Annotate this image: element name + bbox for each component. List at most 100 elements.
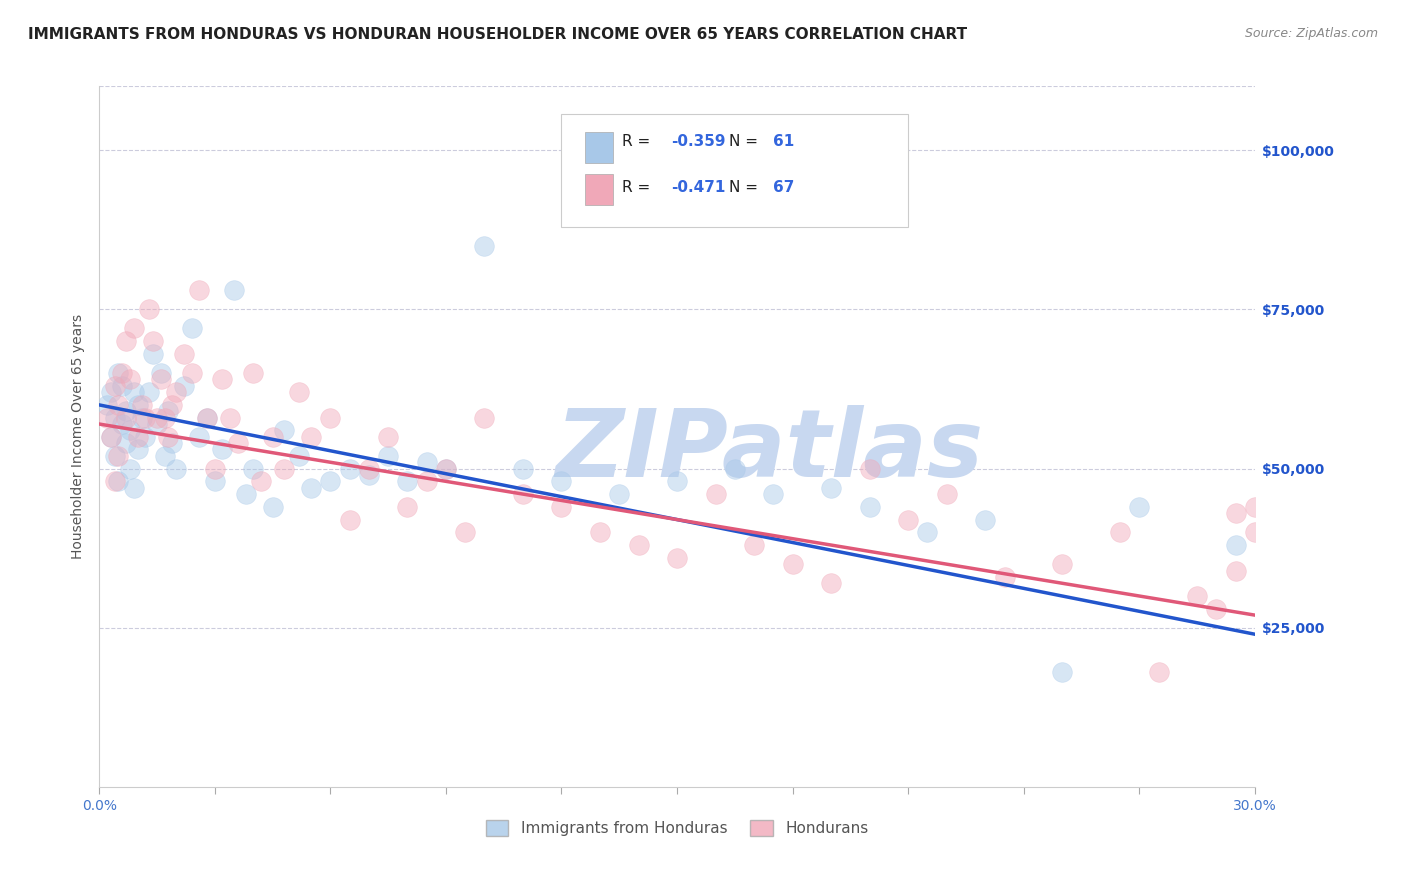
Point: [859, 461, 882, 475]
Point: [100, 385, 122, 400]
Point: [149, 366, 172, 380]
Point: [1147, 665, 1170, 680]
Point: [859, 500, 882, 514]
Point: [204, 475, 226, 489]
Point: [103, 449, 125, 463]
Point: [115, 410, 138, 425]
Point: [165, 461, 187, 475]
Point: [415, 455, 437, 469]
Point: [339, 512, 361, 526]
Point: [917, 525, 939, 540]
Point: [396, 475, 419, 489]
Point: [103, 378, 125, 392]
Point: [96, 410, 118, 425]
Point: [1109, 525, 1132, 540]
Point: [138, 385, 160, 400]
Point: [299, 430, 322, 444]
Point: [704, 487, 727, 501]
Point: [782, 557, 804, 571]
Point: [512, 461, 534, 475]
Point: [195, 410, 218, 425]
FancyBboxPatch shape: [561, 114, 908, 227]
Point: [897, 512, 920, 526]
Point: [474, 410, 496, 425]
Legend: Immigrants from Honduras, Hondurans: Immigrants from Honduras, Hondurans: [479, 814, 875, 843]
Point: [118, 372, 141, 386]
Point: [589, 525, 612, 540]
Point: [115, 436, 138, 450]
Point: [288, 449, 311, 463]
Point: [1052, 665, 1074, 680]
Point: [607, 487, 630, 501]
Point: [820, 576, 842, 591]
Point: [127, 430, 149, 444]
Text: N =: N =: [730, 134, 763, 149]
Point: [262, 500, 284, 514]
Point: [107, 398, 129, 412]
Point: [762, 487, 785, 501]
Point: [242, 366, 264, 380]
Point: [180, 321, 202, 335]
Point: [180, 366, 202, 380]
Point: [96, 398, 118, 412]
Point: [434, 461, 457, 475]
Point: [974, 512, 997, 526]
Point: [127, 442, 149, 457]
Point: [1225, 564, 1247, 578]
Point: [299, 481, 322, 495]
Point: [357, 467, 380, 482]
Point: [142, 347, 165, 361]
Point: [377, 430, 399, 444]
Point: [1205, 601, 1227, 615]
Text: N =: N =: [730, 180, 763, 195]
Point: [134, 430, 156, 444]
Point: [122, 481, 145, 495]
Point: [157, 404, 180, 418]
Point: [149, 372, 172, 386]
Point: [273, 461, 295, 475]
Point: [550, 475, 572, 489]
Point: [111, 417, 134, 431]
Point: [188, 430, 211, 444]
Point: [262, 430, 284, 444]
Point: [115, 334, 138, 349]
Point: [1225, 538, 1247, 552]
Point: [219, 410, 242, 425]
Point: [211, 442, 233, 457]
Y-axis label: Householder Income Over 65 years: Householder Income Over 65 years: [72, 314, 86, 559]
Point: [107, 449, 129, 463]
Point: [550, 500, 572, 514]
Point: [935, 487, 957, 501]
Point: [107, 475, 129, 489]
Point: [146, 417, 169, 431]
Point: [319, 475, 342, 489]
Point: [211, 372, 233, 386]
Point: [415, 475, 437, 489]
Point: [222, 283, 245, 297]
Point: [195, 410, 218, 425]
Point: [107, 366, 129, 380]
Point: [162, 436, 184, 450]
Point: [131, 398, 153, 412]
Point: [1052, 557, 1074, 571]
Point: [993, 570, 1015, 584]
Point: [454, 525, 477, 540]
Point: [226, 436, 249, 450]
Point: [122, 321, 145, 335]
Point: [474, 238, 496, 252]
Point: [100, 430, 122, 444]
Point: [100, 430, 122, 444]
Point: [103, 475, 125, 489]
Point: [142, 334, 165, 349]
Text: 61: 61: [773, 134, 794, 149]
Point: [512, 487, 534, 501]
Bar: [585, 174, 613, 205]
Text: R =: R =: [621, 134, 655, 149]
Point: [724, 461, 747, 475]
Point: [127, 398, 149, 412]
Point: [157, 430, 180, 444]
Point: [235, 487, 257, 501]
Point: [666, 550, 689, 565]
Point: [146, 410, 169, 425]
Point: [153, 449, 176, 463]
